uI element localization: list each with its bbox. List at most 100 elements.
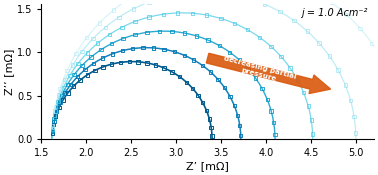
Point	[268, 110, 274, 112]
Point	[156, 30, 163, 33]
Point	[96, 22, 102, 25]
Point	[237, 124, 243, 127]
Point	[238, 134, 244, 137]
Point	[116, 16, 122, 19]
Point	[231, 104, 237, 107]
Point	[65, 91, 71, 94]
Point	[272, 133, 278, 136]
Point	[52, 110, 58, 112]
Point	[62, 92, 68, 94]
Point	[208, 71, 214, 74]
Point	[369, 42, 375, 45]
Point	[50, 129, 56, 132]
Point	[326, 55, 332, 57]
Point	[50, 131, 56, 134]
Point	[191, 58, 197, 61]
Point	[348, 99, 354, 102]
Point	[99, 57, 105, 60]
Point	[51, 114, 57, 116]
Point	[51, 117, 57, 120]
Point	[218, 17, 224, 20]
Point	[227, 51, 233, 54]
Point	[144, 31, 150, 34]
Y-axis label: Z’’ [mΩ]: Z’’ [mΩ]	[4, 48, 14, 95]
Point	[277, 10, 283, 13]
Point	[60, 87, 66, 89]
Point	[150, 47, 156, 49]
Point	[169, 71, 175, 73]
Point	[79, 50, 85, 53]
Point	[216, 44, 222, 47]
Point	[236, 58, 242, 61]
Point	[222, 86, 228, 89]
Point	[54, 105, 60, 108]
Point	[181, 54, 187, 57]
Point	[57, 87, 63, 90]
Point	[160, 13, 166, 16]
Point	[357, 27, 363, 30]
Point	[135, 60, 141, 63]
Point	[79, 64, 85, 67]
Point	[253, 77, 259, 80]
Point	[106, 33, 112, 36]
Point	[215, 78, 221, 81]
Point	[59, 94, 65, 97]
Point	[109, 52, 115, 55]
Point	[245, 67, 251, 70]
Point	[189, 12, 195, 15]
Point	[146, 16, 152, 19]
Point	[92, 69, 98, 72]
Point	[50, 126, 56, 129]
Point	[271, 121, 277, 124]
Point	[57, 101, 63, 104]
Point	[227, 95, 233, 98]
Point	[235, 114, 241, 117]
Point	[291, 19, 297, 22]
Text: j = 1.0 Acm⁻²: j = 1.0 Acm⁻²	[301, 8, 367, 18]
Point	[84, 74, 90, 76]
Point	[200, 64, 206, 67]
Point	[181, 32, 187, 34]
Point	[257, 36, 263, 39]
Point	[169, 30, 175, 33]
Point	[56, 94, 62, 96]
Point	[91, 62, 97, 65]
Point	[245, 28, 251, 31]
Point	[353, 132, 359, 135]
Point	[119, 49, 125, 52]
Point	[200, 101, 206, 104]
Point	[67, 74, 73, 77]
Point	[50, 130, 56, 133]
Point	[52, 105, 58, 108]
Point	[262, 3, 268, 6]
Point	[53, 114, 59, 117]
Point	[308, 118, 314, 121]
Point	[335, 69, 341, 72]
Point	[90, 37, 96, 40]
Point	[268, 45, 274, 48]
Point	[84, 51, 90, 54]
Point	[183, 81, 189, 84]
Point	[161, 48, 167, 51]
Point	[144, 62, 150, 64]
Point	[100, 65, 106, 68]
Point	[73, 52, 79, 55]
Point	[88, 56, 94, 58]
Point	[171, 50, 177, 53]
Point	[50, 128, 56, 130]
Point	[71, 73, 77, 76]
Point	[203, 109, 209, 112]
X-axis label: Z’ [mΩ]: Z’ [mΩ]	[186, 161, 229, 171]
Point	[175, 12, 181, 14]
Point	[82, 68, 88, 71]
Point	[117, 61, 123, 64]
Point	[130, 47, 136, 50]
Point	[64, 83, 70, 86]
Point	[177, 75, 183, 78]
Point	[310, 133, 316, 135]
Point	[53, 110, 59, 113]
Point	[68, 83, 74, 86]
Point	[278, 55, 284, 58]
Point	[140, 46, 146, 49]
Point	[209, 135, 215, 137]
